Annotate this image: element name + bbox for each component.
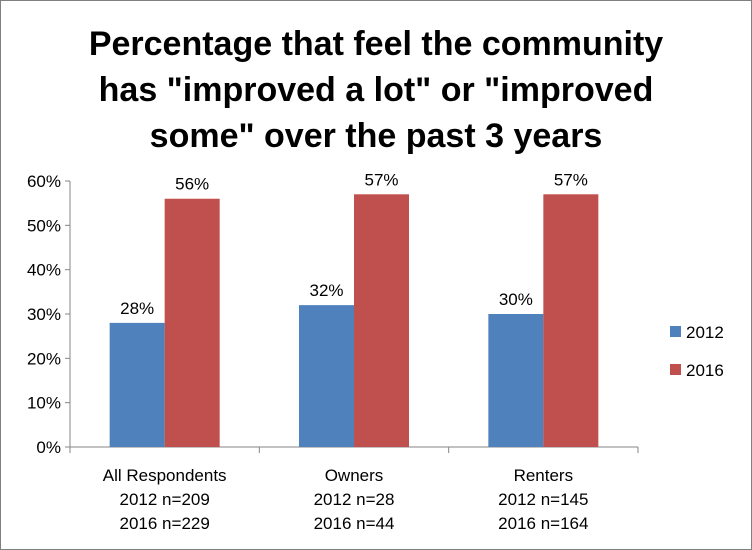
x-category-label: Renters (514, 466, 574, 485)
x-category-label: All Respondents (103, 466, 227, 485)
data-label: 32% (309, 281, 343, 300)
data-label: 56% (175, 175, 209, 194)
y-tick-label: 30% (27, 305, 61, 324)
y-tick-label: 20% (27, 349, 61, 368)
x-category-label: 2016 n=44 (314, 514, 395, 533)
data-label: 30% (499, 290, 533, 309)
legend-label-2016: 2016 (686, 361, 724, 380)
y-tick-label: 50% (27, 216, 61, 235)
legend-swatch-2012 (670, 326, 681, 337)
chart-title-line-1: Percentage that feel the community (88, 25, 664, 63)
x-category-label: 2012 n=145 (498, 490, 588, 509)
x-category-label: Owners (325, 466, 384, 485)
data-label: 57% (364, 170, 398, 189)
chart-title: Percentage that feel the community has "… (41, 21, 711, 159)
chart-title-line-2: has "improved a lot" or "improved (98, 71, 654, 109)
y-tick-label: 0% (36, 438, 61, 457)
x-category-label: 2016 n=164 (498, 514, 588, 533)
x-category-label: 2012 n=28 (314, 490, 395, 509)
bar-2012 (109, 322, 165, 447)
y-tick-label: 10% (27, 394, 61, 413)
x-category-label: 2012 n=209 (120, 490, 210, 509)
bar-2012 (299, 305, 354, 447)
chart-title-line-3: some" over the past 3 years (149, 117, 603, 155)
y-tick-label: 40% (27, 261, 61, 280)
bar-2012 (488, 314, 544, 447)
data-label: 28% (120, 299, 154, 318)
y-tick-label: 60% (27, 172, 61, 191)
bar-2016 (354, 194, 409, 447)
bar-2016 (543, 194, 599, 447)
legend-swatch-2016 (670, 364, 681, 375)
data-label: 57% (554, 170, 588, 189)
legend-label-2012: 2012 (686, 323, 724, 342)
x-category-label: 2016 n=229 (120, 514, 210, 533)
bar-2016 (164, 198, 220, 447)
